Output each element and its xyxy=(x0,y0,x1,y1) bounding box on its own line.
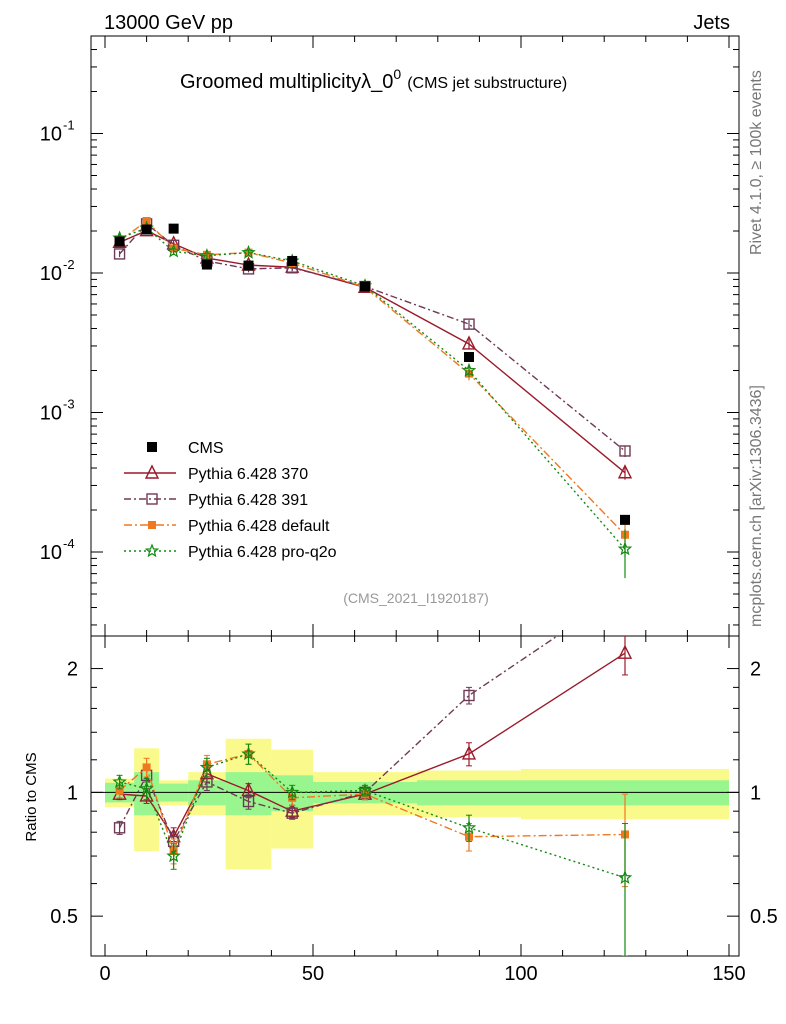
series-marker xyxy=(166,243,181,258)
legend-label: Pythia 6.428 391 xyxy=(188,492,308,509)
y-tick-label: 10 xyxy=(40,263,62,285)
main-series xyxy=(112,216,633,579)
data-point xyxy=(620,514,630,525)
y-tick-label: 10 xyxy=(40,542,62,564)
series-marker xyxy=(461,335,477,350)
ratio-marker xyxy=(461,820,477,835)
legend: CMS Pythia 6.428 370 Pythia 6.428 391 Pythi… xyxy=(124,440,337,561)
mcplots-label: mcplots.cern.ch [arXiv:1306.3436] xyxy=(748,385,765,627)
chart-title: Groomed multiplicityλ_00(CMS jet substru… xyxy=(180,66,567,93)
ratio-marker xyxy=(463,689,475,702)
series-line xyxy=(119,220,626,536)
data-point xyxy=(114,236,125,247)
x-tick-label: 0 xyxy=(99,963,110,985)
series-marker xyxy=(617,464,633,479)
data-point xyxy=(243,260,254,271)
ratio-tick-label-right: 2 xyxy=(750,659,761,681)
legend-label: Pythia 6.428 default xyxy=(188,518,330,535)
ratio-frame xyxy=(90,635,740,957)
y-tick-exponent: -2 xyxy=(63,257,75,272)
ratio-bands xyxy=(91,738,739,870)
ratio-tick-label: 0.5 xyxy=(50,906,78,928)
y-tick-exponent: -4 xyxy=(63,536,75,551)
ratio-marker xyxy=(284,784,300,799)
x-tick-label: 50 xyxy=(302,963,324,985)
ratio-marker xyxy=(242,795,255,808)
ratio-marker xyxy=(112,774,127,789)
data-point xyxy=(168,223,179,234)
legend-marker xyxy=(148,521,156,529)
legend-label: CMS xyxy=(188,440,224,457)
series-marker xyxy=(463,318,475,330)
ratio-marker xyxy=(241,746,256,761)
ratio-tick-label-right: 1 xyxy=(750,782,761,804)
legend-label: Pythia 6.428 pro-q2o xyxy=(188,544,337,561)
ratio-tick-label: 1 xyxy=(67,782,78,804)
series-marker xyxy=(241,244,256,259)
legend-marker xyxy=(144,543,160,558)
rivet-label: Rivet 4.1.0, ≥ 100k events xyxy=(748,70,765,255)
data-point xyxy=(360,281,370,292)
series-line xyxy=(119,229,626,474)
ratio-marker xyxy=(115,786,124,795)
ratio-tick-label: 2 xyxy=(67,659,78,681)
ratio-marker xyxy=(113,822,126,834)
ratio-marker xyxy=(617,644,633,659)
y-tick-label: 10 xyxy=(40,403,62,425)
ratio-marker xyxy=(199,759,215,774)
series-line xyxy=(119,222,626,452)
series-line xyxy=(119,227,626,550)
y-tick-exponent: -1 xyxy=(63,118,75,133)
series-marker xyxy=(617,541,633,556)
ratio-tick-label-right: 0.5 xyxy=(750,906,778,928)
ratio-marker xyxy=(461,745,477,760)
data-point xyxy=(464,351,474,362)
analysis-id: (CMS_2021_I1920187) xyxy=(343,590,489,606)
data-point xyxy=(201,259,212,270)
x-tick-label: 100 xyxy=(504,963,537,985)
ratio-ylabel: Ratio to CMS xyxy=(23,752,40,841)
series-marker xyxy=(619,445,631,457)
data-point xyxy=(141,224,152,235)
ratio-marker xyxy=(620,585,630,595)
legend-marker xyxy=(146,493,158,505)
ratio-series xyxy=(112,585,633,956)
ratio-marker xyxy=(286,807,298,819)
x-tick-label: 150 xyxy=(712,963,745,985)
series-marker xyxy=(461,362,477,377)
ratio-marker xyxy=(139,787,154,802)
header-left: 13000 GeV pp xyxy=(104,12,233,34)
data-point xyxy=(287,255,298,266)
legend-label: Pythia 6.428 370 xyxy=(188,466,308,483)
series-marker xyxy=(199,248,215,262)
y-tick-label: 10 xyxy=(40,124,62,146)
legend-marker xyxy=(147,442,157,452)
series-marker xyxy=(113,248,126,260)
ratio-marker xyxy=(142,763,151,772)
ratio-marker xyxy=(617,870,633,884)
ratio-marker xyxy=(139,781,154,796)
ratio-marker xyxy=(357,782,373,797)
y-tick-exponent: -3 xyxy=(63,397,75,412)
ratio-marker xyxy=(166,848,181,863)
legend-marker xyxy=(144,464,160,479)
header-right: Jets xyxy=(693,12,730,34)
